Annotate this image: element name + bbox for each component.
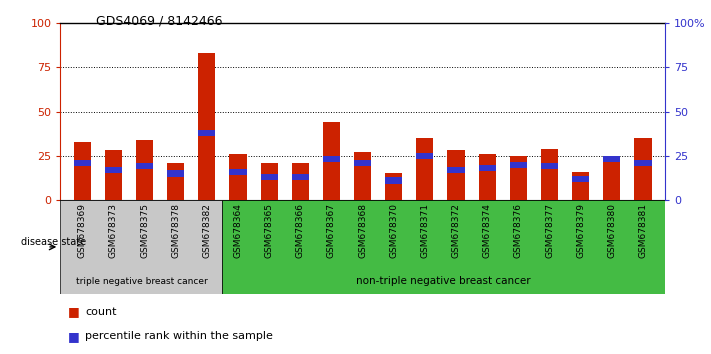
Text: GSM678378: GSM678378 [171,203,180,258]
Text: GSM678370: GSM678370 [389,203,398,258]
Bar [603,158,621,200]
Bar [354,160,371,166]
Text: disease state: disease state [21,237,86,247]
Bar [447,167,464,173]
Bar [510,161,527,168]
FancyBboxPatch shape [60,200,223,294]
Bar [323,122,340,200]
Bar [417,138,434,200]
Bar [167,163,184,200]
Bar [572,172,589,200]
Text: ■: ■ [68,330,80,343]
Text: GSM678369: GSM678369 [77,203,87,258]
Bar [603,156,621,162]
Bar [74,160,91,166]
Bar [479,154,496,200]
Bar [634,160,651,166]
Bar [105,167,122,173]
Bar [292,174,309,180]
Bar [105,150,122,200]
Text: GSM678368: GSM678368 [358,203,367,258]
Text: GSM678364: GSM678364 [233,203,242,258]
Text: GSM678374: GSM678374 [483,203,492,258]
Text: ■: ■ [68,305,80,318]
Text: GSM678366: GSM678366 [296,203,305,258]
Bar [541,163,558,170]
Bar [541,149,558,200]
Text: non-triple negative breast cancer: non-triple negative breast cancer [356,276,531,286]
Text: triple negative breast cancer: triple negative breast cancer [75,277,208,286]
Text: GDS4069 / 8142466: GDS4069 / 8142466 [96,14,223,27]
FancyBboxPatch shape [223,200,665,294]
Bar [261,174,278,180]
Bar [230,154,247,200]
Bar [136,140,153,200]
Text: percentile rank within the sample: percentile rank within the sample [85,331,273,341]
Text: GSM678381: GSM678381 [638,203,648,258]
Text: GSM678373: GSM678373 [109,203,118,258]
Text: GSM678371: GSM678371 [420,203,429,258]
Bar [261,163,278,200]
Text: GSM678382: GSM678382 [203,203,211,258]
Bar [323,156,340,162]
Bar [385,177,402,184]
Bar [417,153,434,159]
Text: GSM678372: GSM678372 [451,203,461,258]
Text: GSM678365: GSM678365 [264,203,274,258]
Bar [479,165,496,171]
Bar [198,53,215,200]
Bar [572,176,589,182]
Bar [198,130,215,136]
Bar [292,163,309,200]
Bar [354,152,371,200]
Bar [136,163,153,170]
Text: GSM678377: GSM678377 [545,203,554,258]
Text: GSM678367: GSM678367 [327,203,336,258]
Bar [447,150,464,200]
Bar [634,138,651,200]
Text: GSM678376: GSM678376 [514,203,523,258]
Text: GSM678380: GSM678380 [607,203,616,258]
Text: GSM678375: GSM678375 [140,203,149,258]
Bar [510,156,527,200]
Text: GSM678379: GSM678379 [576,203,585,258]
Bar [167,170,184,177]
Bar [385,173,402,200]
Bar [74,142,91,200]
Text: count: count [85,307,117,316]
Bar [230,169,247,175]
